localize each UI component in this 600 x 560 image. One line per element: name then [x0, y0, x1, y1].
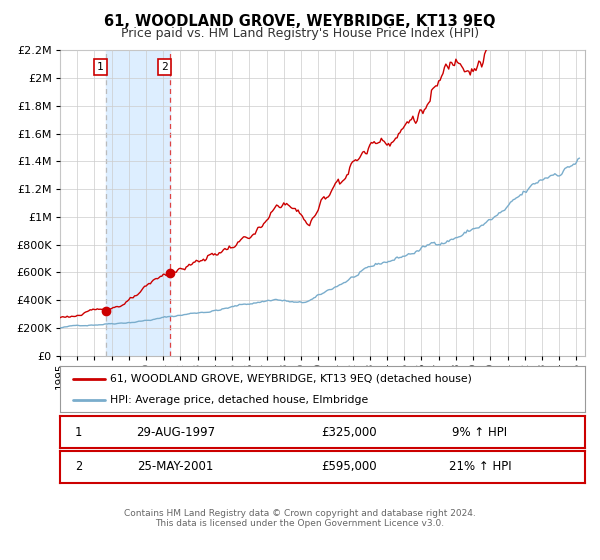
Bar — [106, 50, 170, 356]
Text: £325,000: £325,000 — [321, 426, 377, 438]
Text: Price paid vs. HM Land Registry's House Price Index (HPI): Price paid vs. HM Land Registry's House … — [121, 27, 479, 40]
Text: 61, WOODLAND GROVE, WEYBRIDGE, KT13 9EQ: 61, WOODLAND GROVE, WEYBRIDGE, KT13 9EQ — [104, 14, 496, 29]
Text: 21% ↑ HPI: 21% ↑ HPI — [449, 460, 511, 473]
Text: 61, WOODLAND GROVE, WEYBRIDGE, KT13 9EQ (detached house): 61, WOODLAND GROVE, WEYBRIDGE, KT13 9EQ … — [110, 374, 472, 384]
Text: This data is licensed under the Open Government Licence v3.0.: This data is licensed under the Open Gov… — [155, 519, 445, 528]
Text: 29-AUG-1997: 29-AUG-1997 — [136, 426, 215, 438]
Text: 1: 1 — [75, 426, 82, 438]
Text: 2: 2 — [75, 460, 82, 473]
Text: 25-MAY-2001: 25-MAY-2001 — [137, 460, 214, 473]
Text: 9% ↑ HPI: 9% ↑ HPI — [452, 426, 508, 438]
Text: Contains HM Land Registry data © Crown copyright and database right 2024.: Contains HM Land Registry data © Crown c… — [124, 509, 476, 518]
Text: 1: 1 — [97, 62, 104, 72]
Text: HPI: Average price, detached house, Elmbridge: HPI: Average price, detached house, Elmb… — [110, 395, 368, 405]
Text: £595,000: £595,000 — [321, 460, 377, 473]
Text: 2: 2 — [161, 62, 168, 72]
